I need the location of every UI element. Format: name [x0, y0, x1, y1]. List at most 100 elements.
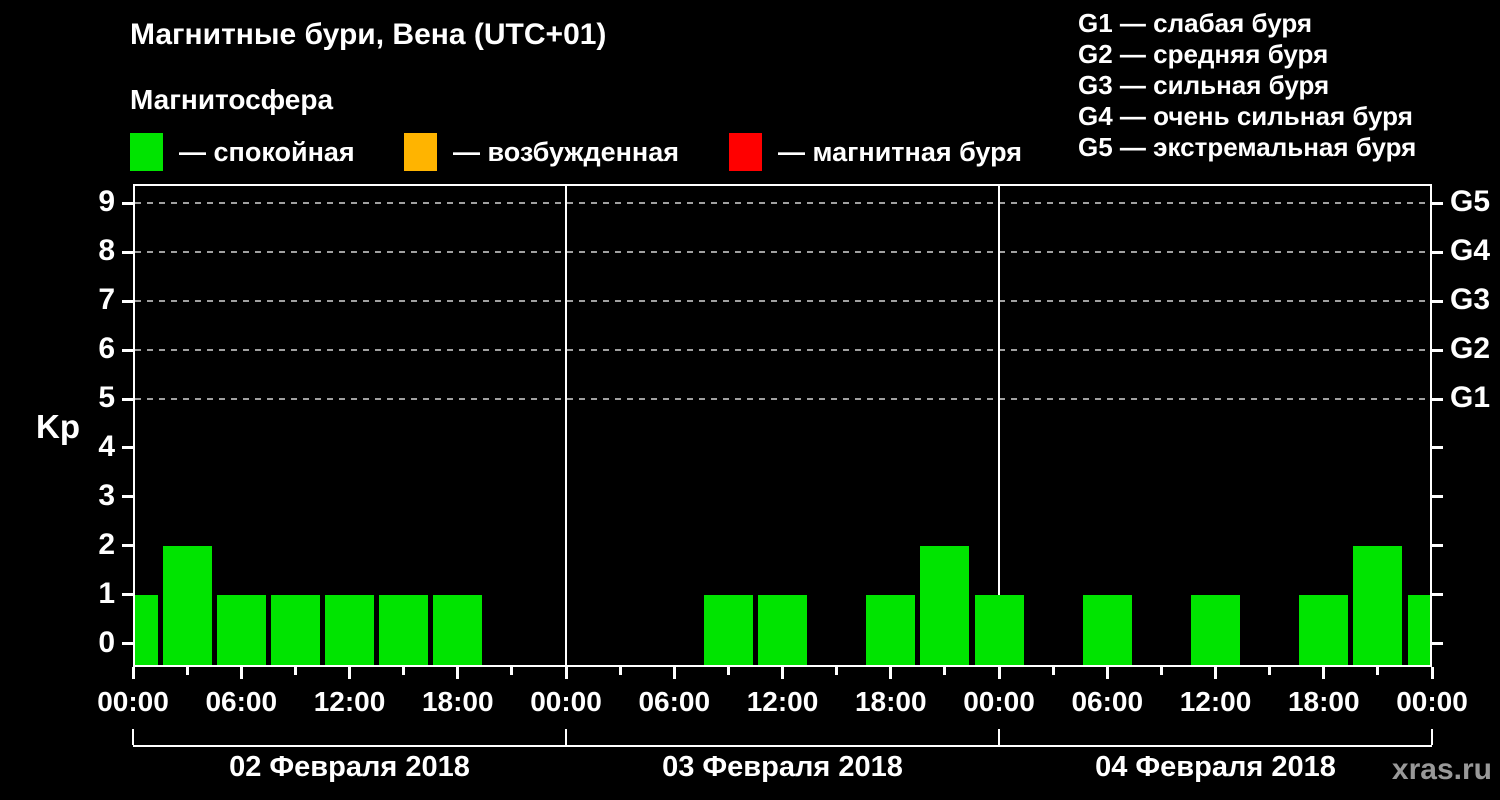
x-tick-minor — [1051, 667, 1055, 675]
y-tick-right — [1432, 446, 1443, 450]
x-tick-minor — [618, 667, 622, 675]
x-tick-major — [1322, 667, 1326, 679]
xras-watermark: xras.ru — [1391, 753, 1492, 786]
y-tick-label: 7 — [98, 283, 115, 317]
kp-bar — [1191, 594, 1240, 665]
x-tick-label: 00:00 — [97, 686, 169, 717]
storm-color-swatch — [729, 133, 762, 171]
excited-color-swatch — [404, 133, 437, 171]
date-label: 03 Февраля 2018 — [662, 751, 903, 783]
gridline-kp8 — [135, 251, 1430, 254]
y-tick-right — [1432, 544, 1443, 548]
y-tick-right — [1432, 593, 1443, 597]
y-tick-left — [122, 250, 133, 254]
x-tick-label: 18:00 — [854, 686, 927, 717]
y-axis-label: Kp — [36, 408, 80, 445]
y-tick-left — [122, 593, 133, 597]
x-tick-major — [997, 667, 1001, 679]
x-tick-major — [781, 667, 784, 679]
g-axis-label-g1: G1 — [1450, 381, 1491, 414]
x-tick-minor — [402, 667, 406, 675]
g-legend-line-g2: G2 — средняя буря — [1078, 39, 1329, 69]
kp-bar — [379, 594, 429, 665]
x-tick-label: 18:00 — [1287, 686, 1360, 717]
y-tick-left — [122, 544, 133, 548]
x-tick-minor — [185, 667, 189, 675]
y-tick-left — [122, 446, 133, 450]
y-tick-right — [1432, 250, 1443, 254]
x-tick-minor — [510, 667, 514, 675]
x-tick-label: 18:00 — [421, 686, 494, 717]
y-tick-label: 2 — [98, 527, 115, 561]
day-separator — [565, 186, 567, 665]
y-tick-label: 9 — [98, 185, 115, 219]
x-tick-minor — [1268, 667, 1272, 675]
date-boundary-tick — [998, 729, 1000, 745]
x-tick-label: 12:00 — [1179, 686, 1252, 717]
legend-item-excited: — возбужденная — [404, 132, 679, 172]
g-axis-label-g4: G4 — [1450, 234, 1491, 268]
gridline-kp7 — [135, 300, 1430, 303]
kp-bar — [216, 594, 266, 665]
x-tick-major — [1105, 667, 1109, 679]
x-tick-major — [1214, 667, 1217, 679]
gridline-kp9 — [135, 202, 1430, 205]
y-tick-label: 8 — [98, 234, 115, 268]
page-title: Магнитные бури, Вена (UTC+01) — [130, 18, 607, 51]
x-tick-minor — [943, 667, 947, 675]
x-tick-minor — [835, 667, 839, 675]
y-tick-label: 0 — [98, 625, 115, 659]
g-axis-label-g3: G3 — [1450, 283, 1491, 317]
x-tick-major — [131, 667, 135, 679]
kp-bar — [135, 594, 158, 665]
g-scale-legend: G1 — слабая буря G2 — средняя буря G3 — … — [1078, 8, 1416, 163]
x-tick-minor — [1159, 667, 1163, 675]
y-tick-label: 1 — [98, 576, 115, 610]
x-tick-label: 06:00 — [1071, 686, 1144, 717]
x-tick-major — [456, 667, 460, 679]
x-tick-major — [889, 667, 893, 679]
kp-bar — [1407, 594, 1430, 665]
x-tick-major — [1430, 667, 1434, 679]
date-boundary-tick — [1431, 729, 1433, 745]
y-tick-label: 3 — [98, 478, 115, 512]
y-tick-left — [122, 397, 133, 401]
x-tick-minor — [293, 667, 297, 675]
kp-bar — [325, 594, 374, 665]
kp-bar — [1299, 594, 1349, 665]
x-tick-label: 12:00 — [746, 686, 819, 717]
y-tick-right — [1432, 348, 1443, 352]
y-tick-left — [122, 642, 133, 645]
g-legend-line-g5: G5 — экстремальная буря — [1078, 132, 1417, 162]
kp-bar — [1082, 594, 1132, 665]
y-tick-left — [122, 348, 133, 352]
g-axis-label-g5: G5 — [1450, 185, 1491, 219]
y-tick-left — [122, 299, 133, 303]
x-tick-major — [348, 667, 351, 679]
kp-bar — [162, 545, 212, 665]
kp-bar — [270, 594, 320, 665]
y-tick-right — [1432, 299, 1443, 303]
y-tick-left — [122, 201, 133, 205]
x-tick-minor — [726, 667, 730, 675]
y-tick-label: 6 — [98, 332, 115, 366]
y-tick-right — [1432, 201, 1443, 205]
legend-label-excited: — возбужденная — [453, 136, 679, 167]
legend-item-calm: — спокойная — [130, 132, 355, 172]
kp-bar — [703, 594, 753, 665]
x-tick-major — [564, 667, 568, 679]
gridline-kp6 — [135, 349, 1430, 352]
chart-subtitle: Магнитосфера — [130, 84, 334, 115]
date-boundary-tick — [565, 729, 567, 745]
legend-label-calm: — спокойная — [179, 136, 355, 167]
day-separator — [998, 186, 1000, 665]
x-tick-label: 00:00 — [530, 686, 602, 717]
y-tick-label: 5 — [98, 381, 115, 414]
gridline-kp5 — [135, 398, 1430, 400]
kp-bar — [433, 594, 483, 665]
x-tick-minor — [1376, 667, 1380, 675]
y-tick-right — [1432, 397, 1443, 401]
y-tick-label: 4 — [98, 429, 115, 463]
kp-bar — [866, 594, 916, 665]
